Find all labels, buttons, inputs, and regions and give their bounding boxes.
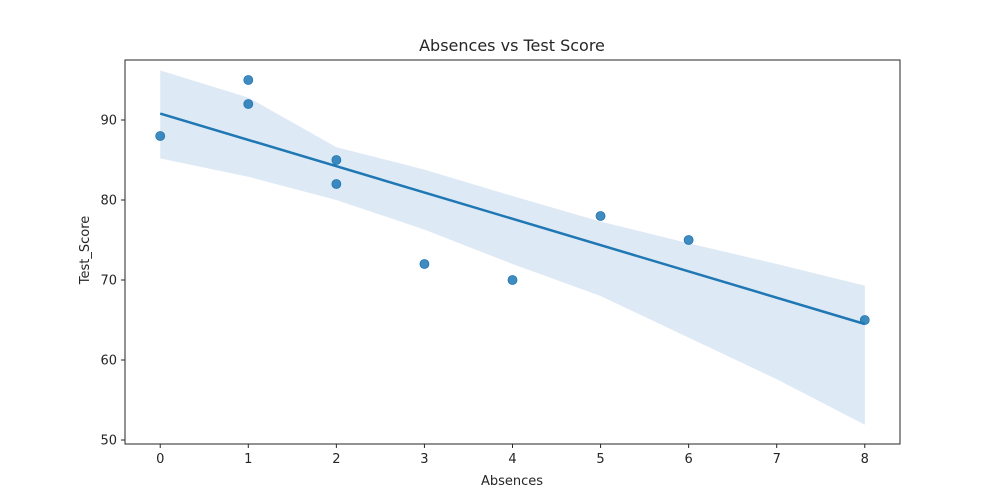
regression-line: [159, 112, 866, 326]
data-point: [243, 75, 254, 85]
confidence-band: [160, 70, 865, 425]
chart-title: Absences vs Test Score: [419, 36, 605, 55]
y-tick-label: 60: [100, 354, 117, 369]
y-tick-label: 90: [100, 114, 117, 129]
x-tick-label: 0: [156, 452, 164, 467]
x-axis-label: Absences: [481, 474, 543, 489]
y-tick-label: 80: [100, 194, 117, 209]
plot-frame: [124, 59, 901, 445]
data-point: [683, 235, 694, 245]
x-tick-label: 8: [861, 452, 869, 467]
data-point: [155, 131, 166, 141]
data-point: [331, 179, 342, 189]
x-tick-label: 6: [684, 452, 692, 467]
data-point: [859, 315, 870, 325]
data-point: [419, 259, 430, 269]
x-tick-label: 4: [508, 452, 516, 467]
data-point: [243, 99, 254, 109]
y-axis-label: Test_Score: [78, 216, 93, 286]
x-tick-label: 3: [420, 452, 428, 467]
plot-area: [155, 70, 870, 425]
y-tick-label: 50: [100, 434, 117, 449]
data-point: [331, 155, 342, 165]
y-axis: 50 60 70 80 90: [100, 114, 125, 449]
x-axis: 0 1 2 3 4 5 6 7 8: [156, 444, 869, 467]
data-point: [507, 275, 518, 285]
x-tick-label: 7: [773, 452, 781, 467]
data-point: [595, 211, 606, 221]
x-tick-label: 2: [332, 452, 340, 467]
x-tick-label: 5: [596, 452, 604, 467]
y-tick-label: 70: [100, 274, 117, 289]
x-tick-label: 1: [244, 452, 252, 467]
